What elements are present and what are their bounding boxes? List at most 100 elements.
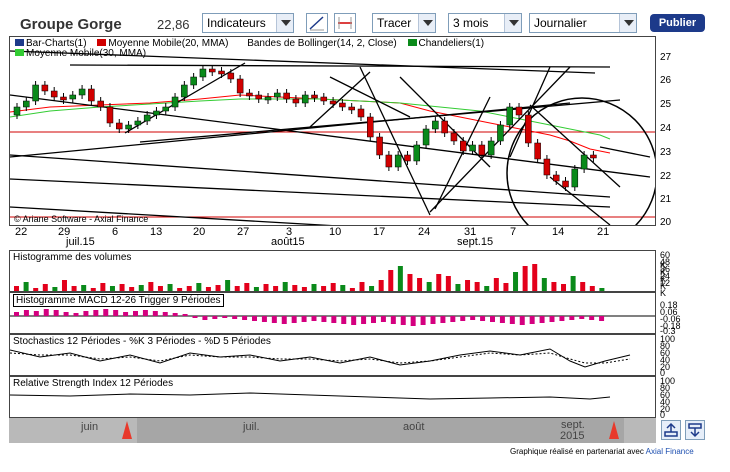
macd-chart-svg [10, 309, 655, 326]
rsi-panel[interactable]: Relative Strength Index 12 Périodes [9, 376, 656, 418]
price-chart-panel[interactable]: Bar-Charts(1) Moyenne Mobile(20, MMA) Ba… [9, 36, 656, 226]
stochastic-k-line [10, 348, 631, 368]
chevron-down-icon [504, 14, 521, 32]
candle-body [469, 144, 476, 152]
y-tick: -0.3 [660, 326, 676, 336]
macd-panel[interactable]: Histogramme MACD 12-26 Trigger 9 Période… [9, 292, 656, 334]
macd-bar [539, 316, 545, 323]
macd-bar [460, 316, 466, 321]
candle-body [264, 96, 272, 101]
frequency-value: Journalier [534, 16, 587, 30]
volume-bar [138, 285, 144, 291]
circle-annotation [506, 97, 655, 225]
y-tick: 80 [660, 341, 671, 351]
candle-body [367, 116, 374, 138]
candle-body [441, 120, 448, 134]
publish-button[interactable]: Publier [650, 14, 705, 32]
volume-bar [570, 276, 576, 291]
x-tick: 6 [112, 226, 119, 238]
rsi-panel-title: Relative Strength Index 12 Périodes [13, 378, 174, 389]
candle-body [32, 84, 39, 102]
volume-bar [33, 288, 39, 291]
candle-body [227, 72, 235, 80]
download-button[interactable] [685, 420, 705, 440]
volume-bar [311, 284, 317, 291]
period-select[interactable]: 3 mois [448, 13, 522, 33]
macd-bar [281, 316, 287, 324]
legend-swatch [97, 39, 107, 46]
trendline-icon [309, 16, 324, 31]
stochastics-panel[interactable]: Stochastics 12 Périodes - %K 3 Périodes … [9, 334, 656, 376]
rsi-line [10, 392, 611, 400]
navigator-window[interactable] [137, 418, 624, 443]
candle-body [478, 144, 486, 156]
draw-dropdown[interactable]: Tracer [372, 13, 436, 33]
candle-body [162, 106, 169, 112]
volume-bar [484, 286, 490, 291]
candle-body [143, 114, 151, 122]
trend-lines [10, 50, 651, 225]
credit-link[interactable]: Axial Finance [645, 447, 694, 456]
volume-bar [282, 282, 288, 291]
navigator-right-handle[interactable] [609, 421, 619, 439]
macd-bar [311, 316, 317, 321]
volume-bar [455, 284, 461, 291]
candlesticks [13, 65, 597, 191]
x-tick: 31 [464, 226, 477, 238]
y-tick: 40 [660, 355, 671, 365]
upload-button[interactable] [661, 420, 681, 440]
price-chart-svg [10, 50, 655, 225]
navigator-left-handle[interactable] [122, 421, 132, 439]
candle-body [487, 140, 495, 156]
candle-body [348, 106, 355, 111]
volume-bar [205, 287, 211, 291]
trendline-tool-button[interactable] [306, 13, 328, 33]
macd-bar [261, 316, 267, 322]
macd-bar [430, 316, 436, 324]
macd-bar [321, 316, 327, 322]
y-tick: 60 [660, 390, 671, 400]
volume-bar [81, 285, 87, 291]
frequency-select[interactable]: Journalier [529, 13, 637, 33]
macd-bar [23, 310, 29, 316]
x-tick: 7 [510, 226, 517, 238]
chevron-down-icon [418, 14, 435, 32]
legend-candles: Chandeliers(1) [418, 38, 485, 49]
indicators-label: Indicateurs [207, 16, 266, 30]
candle-body [106, 106, 114, 124]
macd-bar [232, 316, 238, 319]
y-tick: 0 [660, 368, 666, 378]
volume-bar [522, 266, 528, 291]
macd-bar [192, 316, 198, 318]
volume-bar [234, 286, 240, 291]
y-tick: 22 [660, 171, 672, 182]
candle-body [125, 124, 132, 130]
stochastic-d-line [10, 352, 631, 364]
indicators-dropdown[interactable]: Indicateurs [202, 13, 294, 33]
volume-bar [532, 264, 538, 291]
macd-bar [351, 316, 357, 325]
macd-bar [73, 313, 79, 316]
volume-panel[interactable]: Histogramme des volumes [9, 250, 656, 292]
y-tick: 23 [660, 147, 672, 158]
macd-bar [182, 314, 188, 316]
y-tick: -0.18 [660, 321, 681, 331]
x-tick: 13 [150, 226, 163, 238]
y-tick: 24 K [660, 271, 671, 291]
macd-bar [440, 316, 446, 323]
candle-body [41, 84, 49, 92]
y-tick: 48 K [660, 257, 671, 277]
macd-bar [123, 312, 129, 316]
macd-bar [43, 309, 49, 316]
macd-bar [301, 316, 307, 322]
macd-bar [271, 316, 277, 323]
macd-bar [509, 316, 515, 324]
period-navigator[interactable]: juin juil. août sept. 2015 [9, 418, 656, 443]
volume-bar [321, 286, 327, 291]
navigator-month: juin [81, 421, 99, 433]
macd-bar [252, 316, 257, 321]
copyright-notice: © Ariane Software - Axial Finance [14, 214, 149, 224]
y-tick: 80 [660, 383, 671, 393]
volume-bar [109, 286, 115, 291]
horizontal-line-tool-button[interactable] [334, 13, 356, 33]
